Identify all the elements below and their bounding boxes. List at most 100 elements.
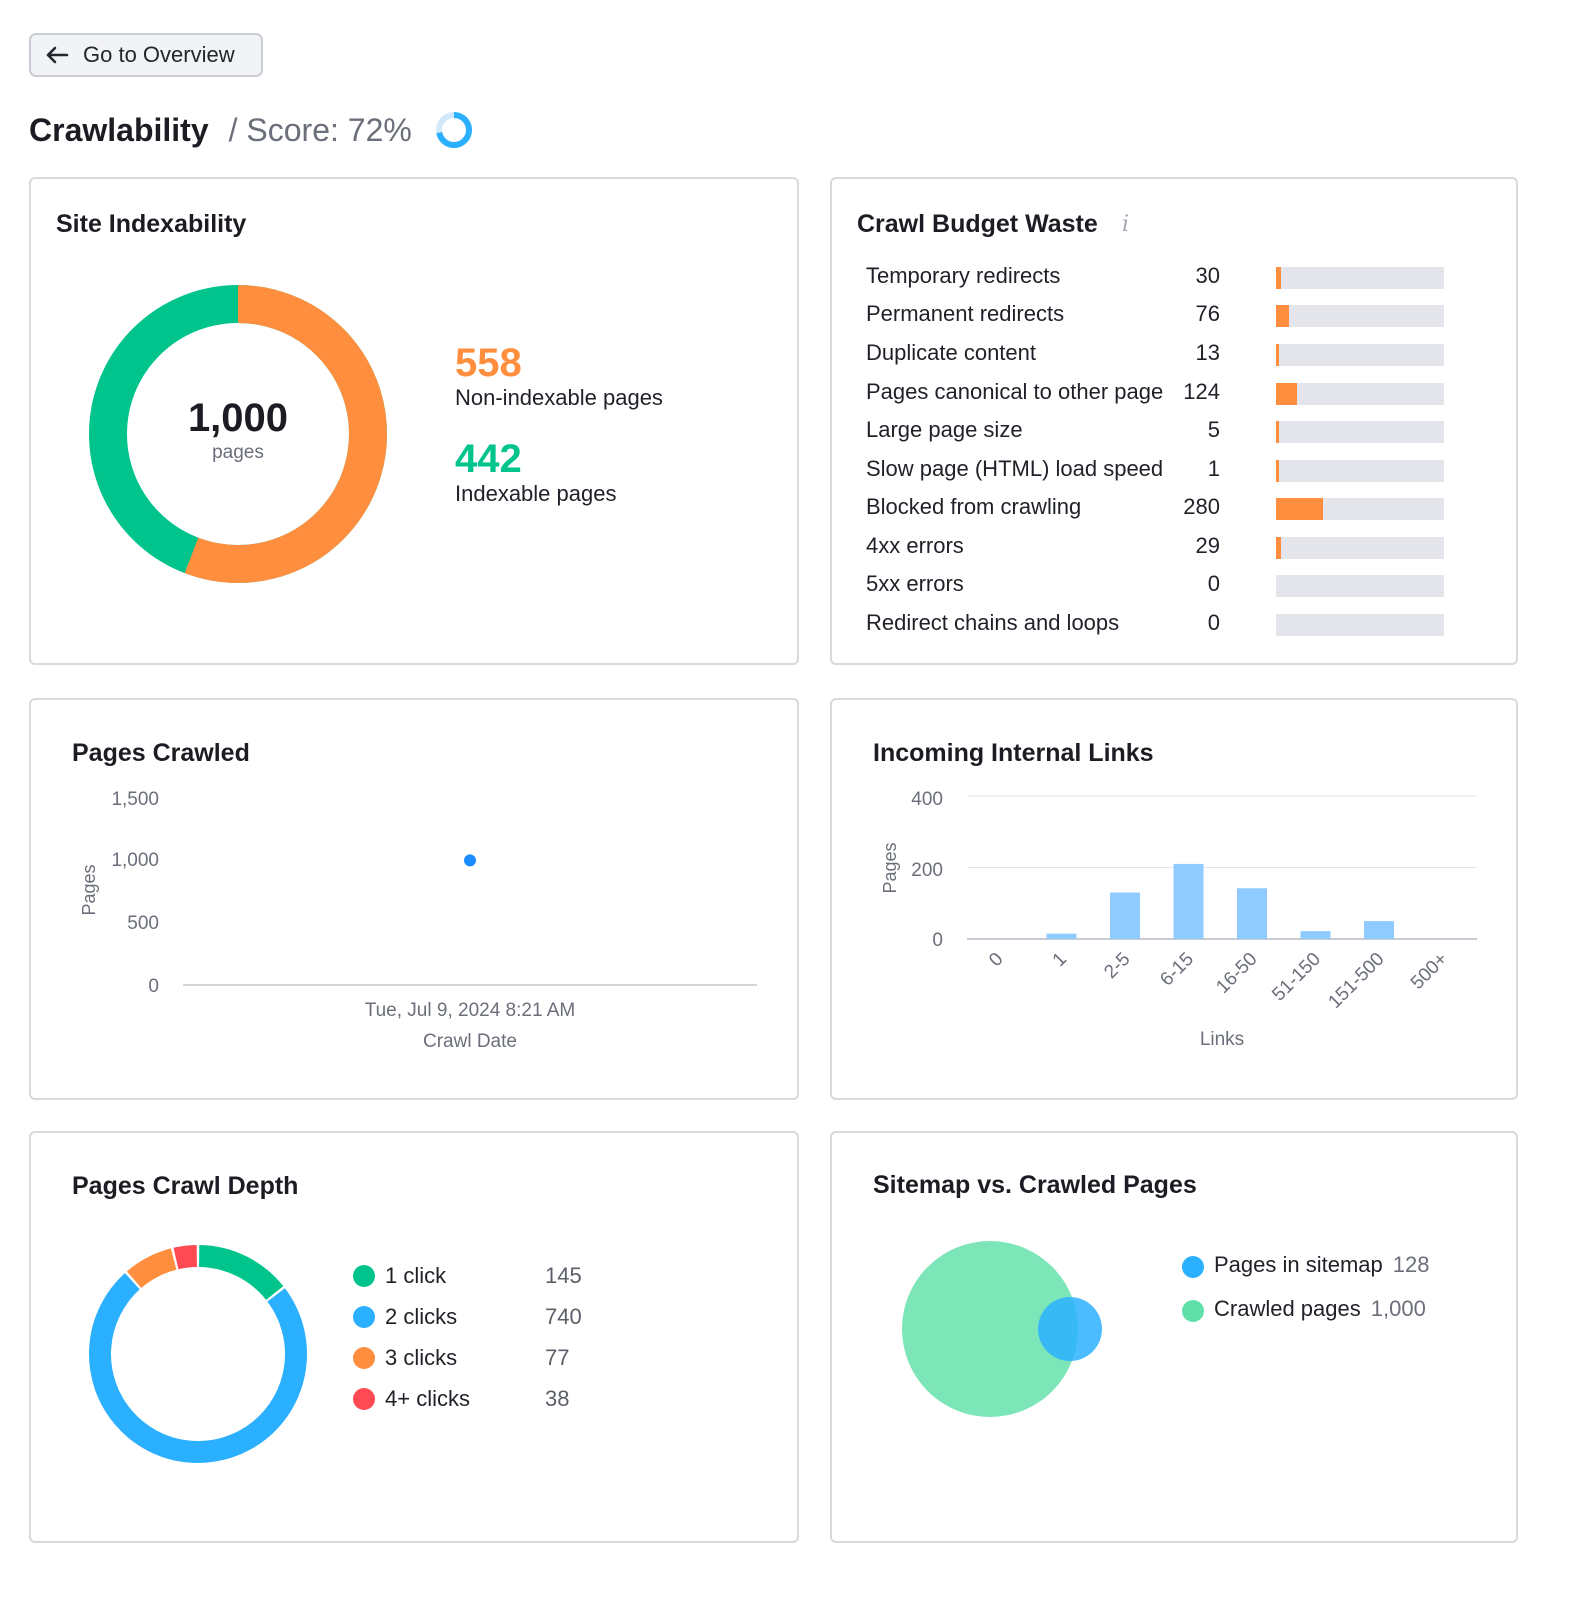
crawl-budget-row-value: 124	[1183, 379, 1220, 404]
y-tick: 500	[127, 913, 159, 934]
crawl-budget-row[interactable]: Blocked from crawling 280	[866, 494, 1446, 524]
crawl-budget-row-label[interactable]: Slow page (HTML) load speed	[866, 456, 1164, 481]
pages-crawled-card: Pages Crawled 1,500 1,000 500 0 Pages Tu…	[29, 698, 799, 1100]
crawl-budget-row-value: 76	[1195, 301, 1220, 326]
crawl-budget-row[interactable]: Temporary redirects 30	[866, 263, 1446, 293]
x-tick: 0	[985, 949, 1007, 971]
crawl-budget-row-label[interactable]: Pages canonical to other page	[866, 379, 1164, 404]
pages-crawl-depth-card: Pages Crawl Depth 1 click 145 2 clicks 740 3…	[29, 1131, 799, 1543]
donut-slice[interactable]	[173, 1245, 198, 1270]
page-header: Crawlability / Score: 72%	[29, 108, 474, 152]
indexable-label: Indexable pages	[455, 481, 617, 506]
crawl-budget-row[interactable]: 5xx errors 0	[866, 571, 1446, 601]
crawl-budget-bar	[1276, 537, 1281, 559]
legend-color-dot	[353, 1388, 375, 1410]
go-to-overview-button[interactable]: Go to Overview	[29, 33, 263, 77]
crawl-budget-row[interactable]: 4xx errors 29	[866, 533, 1446, 563]
crawl-budget-bar-track	[1276, 498, 1444, 520]
pages-crawled-chart: 1,500 1,000 500 0 Pages Tue, Jul 9, 2024…	[79, 789, 757, 1052]
crawl-budget-row-label[interactable]: Permanent redirects	[866, 301, 1065, 326]
go-to-overview-label: Go to Overview	[83, 42, 235, 67]
crawl-budget-row[interactable]: Large page size 5	[866, 417, 1446, 447]
crawl-budget-bar-track	[1276, 383, 1444, 405]
legend-label: Crawled pages	[1214, 1296, 1361, 1321]
crawl-depth-legend-item[interactable]: 4+ clicks 38	[353, 1384, 613, 1414]
sitemap-pages-circle	[1038, 1297, 1102, 1361]
crawl-budget-row[interactable]: Slow page (HTML) load speed 1	[866, 456, 1446, 486]
crawl-budget-bar-track	[1276, 460, 1444, 482]
score-text: / Score: 72%	[228, 111, 412, 148]
crawl-budget-bar	[1276, 498, 1323, 520]
legend-color-dot	[353, 1306, 375, 1328]
pages-crawl-depth-title: Pages Crawl Depth	[72, 1172, 299, 1200]
y-tick: 1,500	[111, 789, 159, 810]
donut-slice[interactable]	[126, 1248, 177, 1289]
donut-slice[interactable]	[89, 1273, 307, 1463]
x-axis-label: Links	[1200, 1029, 1244, 1050]
site-indexability-donut	[89, 285, 387, 583]
crawl-budget-row-label[interactable]: Temporary redirects	[866, 263, 1061, 288]
legend-value: 38	[545, 1386, 570, 1411]
sitemap-venn-diagram	[902, 1241, 1102, 1417]
crawl-budget-bar	[1276, 421, 1279, 443]
x-tick: 500+	[1407, 949, 1452, 994]
crawled-pages-circle	[902, 1241, 1078, 1417]
legend-label: 3 clicks	[385, 1345, 458, 1370]
legend-label: 2 clicks	[385, 1304, 458, 1329]
crawl-budget-row-value: 5	[1207, 417, 1220, 442]
x-tick: 2-5	[1100, 949, 1134, 983]
crawl-budget-row-label[interactable]: Duplicate content	[866, 340, 1036, 365]
y-tick: 400	[911, 789, 943, 810]
sitemap-vs-crawled-card: Sitemap vs. Crawled Pages Pages in sitem…	[830, 1131, 1518, 1543]
indexable-value: 442	[455, 437, 522, 481]
incoming-internal-links-chart: 400 200 0 Pages Links 0 1 2-5 6-15 16-50 51-1…	[880, 789, 1477, 1050]
data-point[interactable]	[464, 854, 476, 867]
crawl-budget-row-value: 13	[1195, 340, 1220, 365]
crawl-budget-bar	[1276, 344, 1279, 366]
crawl-depth-legend-item[interactable]: 2 clicks 740	[353, 1302, 613, 1332]
score-ring-fill	[435, 112, 472, 148]
bar[interactable]	[1173, 863, 1204, 939]
non-indexable-value: 558	[455, 341, 522, 385]
legend-label: 4+ clicks	[385, 1386, 470, 1411]
legend-color-dot	[1182, 1256, 1204, 1278]
x-tick: 51-150	[1268, 949, 1325, 1006]
crawl-depth-legend-item[interactable]: 3 clicks 77	[353, 1343, 613, 1373]
total-pages-value: 1,000	[187, 396, 289, 440]
sitemap-legend-item[interactable]: Pages in sitemap 128	[1182, 1252, 1482, 1282]
y-tick: 1,000	[111, 850, 159, 871]
crawl-budget-row-value: 0	[1207, 610, 1220, 635]
crawl-budget-row[interactable]: Redirect chains and loops 0	[866, 610, 1446, 640]
sitemap-legend-item[interactable]: Crawled pages 1,000	[1182, 1296, 1482, 1326]
crawl-budget-row-label[interactable]: 4xx errors	[866, 533, 964, 558]
crawl-depth-legend-item[interactable]: 1 click 145	[353, 1261, 613, 1291]
y-axis-label: Pages	[79, 864, 99, 915]
crawl-budget-row-label[interactable]: Blocked from crawling	[866, 494, 1082, 519]
y-tick: 0	[932, 930, 943, 951]
site-indexability-title: Site Indexability	[56, 210, 247, 238]
x-tick: 151-500	[1324, 949, 1388, 1013]
donut-slice[interactable]	[198, 1245, 284, 1301]
crawl-budget-row-label[interactable]: 5xx errors	[866, 571, 964, 596]
legend-label: Pages in sitemap	[1214, 1252, 1383, 1277]
bar[interactable]	[1364, 921, 1394, 939]
crawl-budget-bar	[1276, 267, 1281, 289]
crawl-budget-row-value: 30	[1195, 263, 1220, 288]
info-icon[interactable]: i	[1122, 212, 1130, 237]
non-indexable-label: Non-indexable pages	[455, 385, 663, 410]
crawl-budget-row-label[interactable]: Large page size	[866, 417, 1023, 442]
non-indexable-segment	[89, 285, 387, 583]
crawl-budget-row-label[interactable]: Redirect chains and loops	[866, 610, 1120, 635]
crawl-budget-row[interactable]: Permanent redirects 76	[866, 301, 1446, 331]
bar[interactable]	[1300, 931, 1331, 939]
crawl-budget-row[interactable]: Duplicate content 13	[866, 340, 1446, 370]
crawl-budget-row-value: 29	[1195, 533, 1220, 558]
legend-color-dot	[353, 1265, 375, 1287]
bar[interactable]	[1046, 933, 1077, 939]
x-tick: Tue, Jul 9, 2024 8:21 AM	[365, 1000, 576, 1021]
y-axis-label: Pages	[880, 842, 900, 893]
bar[interactable]	[1110, 892, 1140, 939]
crawl-budget-bar-track	[1276, 537, 1444, 559]
crawl-budget-row[interactable]: Pages canonical to other page 124	[866, 379, 1446, 409]
bar[interactable]	[1237, 888, 1267, 939]
